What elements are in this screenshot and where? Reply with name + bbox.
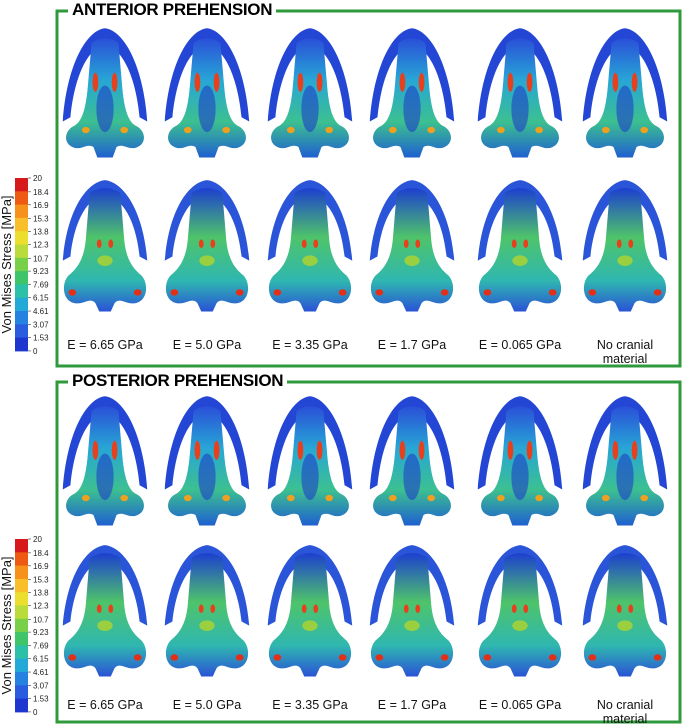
condition-label: No cranial material	[596, 698, 654, 726]
condition-label: E = 0.065 GPa	[478, 698, 562, 712]
colorbar-tick-label: 18.4	[33, 549, 49, 558]
skull-model	[267, 28, 353, 158]
colorbar-tick-label: 16.9	[33, 201, 49, 210]
skull-model	[62, 545, 148, 677]
colorbar-tick-label: 4.61	[33, 668, 49, 677]
skull-model	[267, 545, 353, 677]
colorbar-tick-label: 12.3	[33, 602, 49, 611]
colorbar-tick-label: 15.3	[33, 576, 49, 585]
skull-model	[582, 28, 668, 158]
colorbar-swatch	[15, 672, 28, 686]
colorbar-swatch	[15, 658, 28, 673]
colorbar-tick-label: 13.8	[33, 228, 49, 237]
skull-model	[164, 180, 250, 312]
condition-label: E = 6.65 GPa	[67, 338, 143, 352]
skull-model	[477, 545, 563, 677]
colorbar-tick-label: 7.69	[33, 641, 49, 650]
colorbar-tick-label: 9.23	[33, 267, 49, 276]
colorbar-swatch	[15, 257, 28, 272]
skull-model	[267, 396, 353, 526]
skull-model	[582, 545, 668, 677]
skull-model	[62, 396, 148, 526]
colorbar-swatch	[15, 578, 28, 593]
colorbar-tick-label: 13.8	[33, 589, 49, 598]
colorbar-swatch	[15, 191, 28, 206]
colorbar-tick-label: 18.4	[33, 188, 49, 197]
colorbar-swatch	[15, 685, 28, 700]
colorbar-swatch	[15, 324, 28, 339]
colorbar-swatch	[15, 284, 28, 299]
colorbar-swatch	[15, 297, 28, 312]
colorbar-title: Von Mises Stress [MPa]	[0, 556, 14, 694]
colorbar-swatch	[15, 632, 28, 646]
colorbar-tick-label: 10.7	[33, 254, 49, 263]
colorbar-swatch	[15, 271, 28, 285]
condition-label: E = 0.065 GPa	[478, 338, 562, 352]
skull-model	[164, 28, 250, 158]
colorbar-tick-label: 0	[33, 347, 38, 356]
colorbar-tick-label: 0	[33, 708, 38, 717]
skull-model	[582, 396, 668, 526]
skull-model	[582, 180, 668, 312]
colorbar-swatch	[15, 204, 28, 219]
colorbar-tick-label: 12.3	[33, 241, 49, 250]
condition-label: E = 5.0 GPa	[172, 698, 242, 712]
skull-model	[477, 396, 563, 526]
colorbar-tick-label: 6.15	[33, 655, 49, 664]
colorbar-swatch	[15, 592, 28, 606]
panel-title: ANTERIOR PREHENSION	[68, 0, 277, 20]
skull-model	[369, 180, 455, 312]
colorbar-title: Von Mises Stress [MPa]	[0, 195, 14, 333]
panel-title: POSTERIOR PREHENSION	[68, 371, 288, 391]
panel-frame	[55, 380, 682, 724]
colorbar-swatch	[15, 552, 28, 567]
skull-model	[369, 28, 455, 158]
colorbar-tick-label: 6.15	[33, 294, 49, 303]
skull-model	[267, 180, 353, 312]
condition-label: E = 6.65 GPa	[67, 698, 143, 712]
colorbar-swatch	[15, 178, 28, 192]
skull-model	[164, 396, 250, 526]
colorbar-swatch	[15, 618, 28, 633]
colorbar-tick-label: 10.7	[33, 615, 49, 624]
colorbar-tick-label: 16.9	[33, 562, 49, 571]
colorbar-swatch	[15, 645, 28, 660]
condition-label: E = 3.35 GPa	[272, 698, 348, 712]
colorbar-swatch	[15, 337, 28, 352]
condition-label: No cranial material	[596, 338, 654, 366]
skull-model	[369, 396, 455, 526]
colorbar-tick-label: 15.3	[33, 215, 49, 224]
condition-label: E = 5.0 GPa	[172, 338, 242, 352]
colorbar-swatch	[15, 231, 28, 245]
condition-label: E = 3.35 GPa	[272, 338, 348, 352]
colorbar-swatch	[15, 539, 28, 553]
colorbar-tick-label: 1.53	[33, 695, 49, 704]
skull-model	[164, 545, 250, 677]
colorbar-swatch	[15, 217, 28, 232]
colorbar-tick-label: 3.07	[33, 320, 49, 329]
skull-model	[477, 28, 563, 158]
panel-frame	[55, 9, 682, 368]
colorbar-tick-label: 4.61	[33, 307, 49, 316]
colorbar-tick-label: 20	[33, 535, 42, 544]
skull-model	[369, 545, 455, 677]
skull-model	[62, 28, 148, 158]
colorbar-tick-label: 20	[33, 174, 42, 183]
colorbar-tick-label: 9.23	[33, 628, 49, 637]
skull-model	[477, 180, 563, 312]
colorbar-swatch	[15, 698, 28, 713]
condition-label: E = 1.7 GPa	[377, 698, 447, 712]
colorbar-tick-label: 1.53	[33, 334, 49, 343]
colorbar-swatch	[15, 311, 28, 325]
colorbar-tick-label: 3.07	[33, 681, 49, 690]
colorbar-swatch	[15, 244, 28, 259]
condition-label: E = 1.7 GPa	[377, 338, 447, 352]
colorbar-swatch	[15, 565, 28, 580]
colorbar-swatch	[15, 605, 28, 620]
skull-model	[62, 180, 148, 312]
colorbar-tick-label: 7.69	[33, 280, 49, 289]
